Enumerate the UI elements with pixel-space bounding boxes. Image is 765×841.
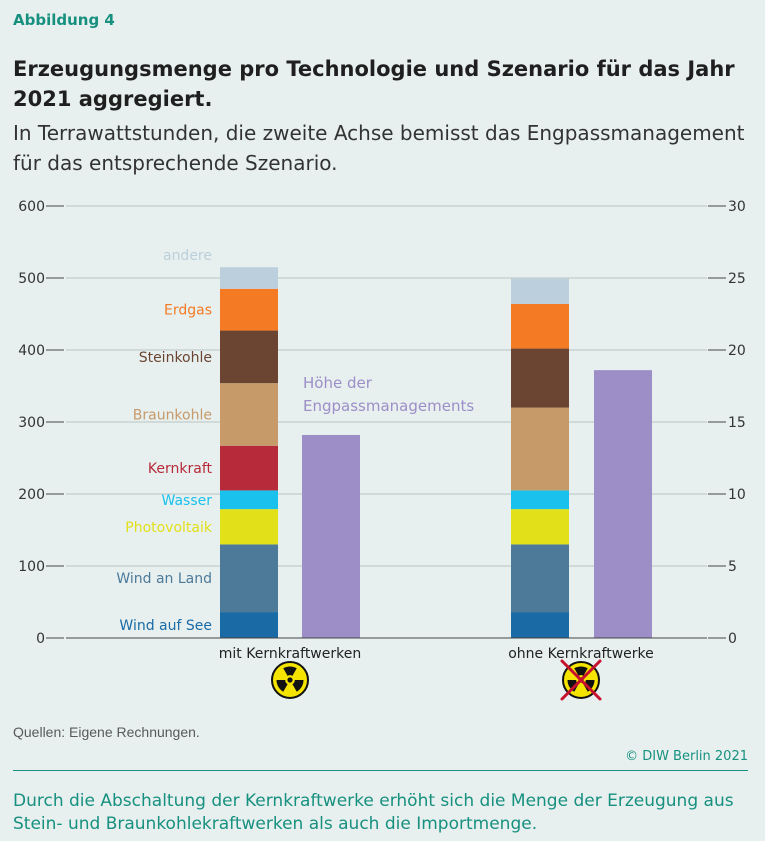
bar-segment [220,330,278,384]
y2-tick-label: 5 [728,559,737,575]
y-tick-label: 400 [18,343,45,359]
bar-segment [220,288,278,331]
bar-segment [511,509,569,545]
y-tick-label: 300 [18,415,45,431]
figure-caption: Durch die Abschaltung der Kernkraftwerke… [13,791,734,834]
source-note: Quellen: Eigene Rechnungen. [13,724,200,740]
legend-label: Steinkohle [139,350,212,366]
bar-segment [220,490,278,510]
bar-segment [511,490,569,510]
secondary-bar [302,434,360,638]
legend-label: Photovoltaik [125,520,213,536]
bar-segment [220,267,278,289]
bar-segment [220,383,278,446]
copyright: © DIW Berlin 2021 [625,749,748,764]
x-category-label: mit Kernkraftwerken [219,646,361,662]
y-tick-label: 0 [36,631,45,647]
radiation-icon [271,661,309,699]
chart-subtitle: In Terrawattstunden, die zweite Achse be… [13,121,745,175]
y-tick-label: 200 [18,487,45,503]
bar-segment [511,303,569,349]
bar-segment [220,612,278,638]
secondary-legend-label: Engpassmanagements [303,397,474,415]
y2-tick-label: 20 [728,343,746,359]
legend-label: Wind auf See [119,618,212,634]
divider [13,770,748,771]
y2-tick-label: 0 [728,631,737,647]
y2-tick-label: 15 [728,415,746,431]
y2-tick-label: 25 [728,271,746,287]
figure-label: Abbildung 4 [13,11,115,29]
x-category-label: ohne Kernkraftwerke [508,646,654,662]
chart-title: Erzeugungsmenge pro Technologie und Szen… [13,57,735,111]
bar-segment [511,278,569,304]
bar-segment [511,407,569,491]
legend-label: Kernkraft [148,461,213,477]
bar-segment [220,544,278,613]
y2-tick-label: 30 [728,199,746,215]
bar-segment [511,544,569,613]
legend-label: andere [163,248,212,264]
bar-segment [511,348,569,408]
y2-tick-label: 10 [728,487,746,503]
y-tick-label: 600 [18,199,45,215]
secondary-bar [594,370,652,638]
y-tick-label: 500 [18,271,45,287]
secondary-legend-label: Höhe der [303,374,373,392]
bar-segment [220,445,278,491]
legend-label: Wind an Land [116,571,212,587]
legend-label: Erdgas [164,303,212,319]
legend-label: Wasser [162,493,213,509]
y-tick-label: 100 [18,559,45,575]
legend-label: Braunkohle [133,407,212,423]
bar-segment [511,612,569,638]
stacked-bar-chart: 0 100 200 300 400 500 600 0 5 10 15 20 25 30 Wind auf … [18,199,746,701]
bar-segment [220,509,278,545]
radiation-crossed-icon [560,659,602,701]
